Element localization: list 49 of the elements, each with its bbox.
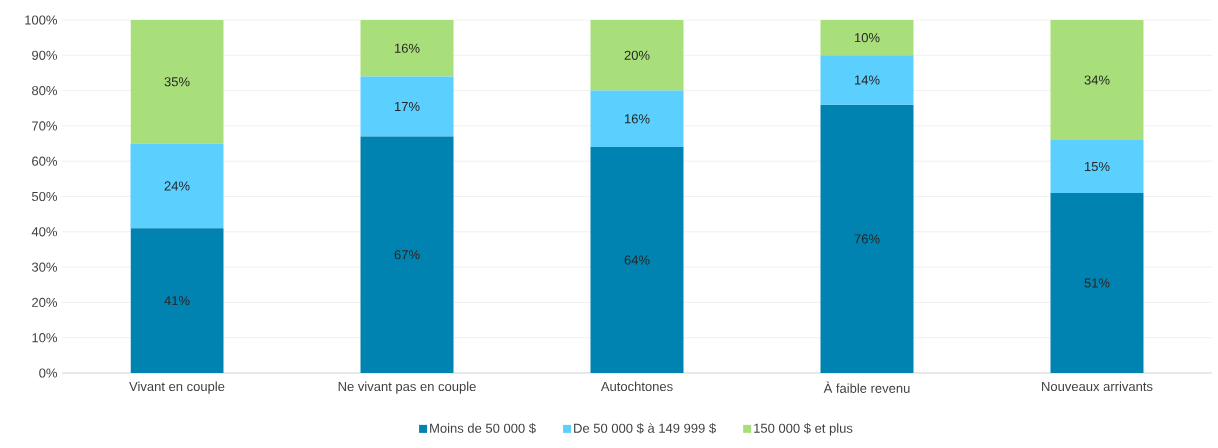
bar <box>820 55 914 105</box>
legend-label: Moins de 50 000 $ <box>430 423 536 434</box>
data-label: 16% <box>394 43 420 53</box>
data-label: 24% <box>164 181 190 191</box>
bar <box>360 20 454 77</box>
y-tick-label: 0% <box>39 368 58 378</box>
y-tick-label: 50% <box>31 191 58 202</box>
bar <box>1050 140 1144 193</box>
bar <box>590 147 684 373</box>
x-tick-label: Ne vivant pas en couple <box>338 381 476 394</box>
bar <box>360 136 454 373</box>
bar <box>130 143 224 229</box>
bar <box>130 20 224 144</box>
data-label: 16% <box>624 114 650 124</box>
bar <box>590 20 684 91</box>
y-tick-label: 30% <box>31 262 58 272</box>
data-label: 51% <box>1084 278 1110 288</box>
data-label: 67% <box>394 250 420 260</box>
bar <box>590 90 684 148</box>
data-label: 35% <box>164 77 190 87</box>
data-label: 34% <box>1084 75 1110 85</box>
data-label: 64% <box>624 255 650 265</box>
x-tick-label: Autochtones <box>600 381 673 392</box>
data-label: 10% <box>854 33 880 43</box>
data-label: 76% <box>854 234 880 244</box>
data-label: 41% <box>164 296 190 306</box>
bar <box>1050 192 1144 373</box>
y-tick-label: 60% <box>32 156 58 166</box>
x-tick-label: Vivant en couple <box>129 381 225 394</box>
legend-label: 150 000 $ et plus <box>754 423 853 436</box>
data-label: 20% <box>624 50 650 60</box>
y-tick-label: 40% <box>31 227 58 237</box>
y-tick-label: 10% <box>32 333 58 343</box>
y-tick-label: 70% <box>32 121 58 131</box>
bar <box>820 104 914 373</box>
y-tick-label: 100% <box>25 15 58 25</box>
x-tick-label: Nouveaux arrivants <box>1042 381 1153 392</box>
y-tick-label: 20% <box>32 297 58 307</box>
bar <box>360 76 454 137</box>
data-label: 17% <box>394 101 420 112</box>
bar <box>820 20 914 56</box>
data-label: 15% <box>1084 161 1110 172</box>
y-tick-label: 90% <box>32 50 58 60</box>
data-label: 14% <box>854 75 880 85</box>
y-tick-label: 80% <box>32 85 58 96</box>
legend-label: De 50 000 $ à 149 999 $ <box>574 423 716 434</box>
x-tick-label: À faible revenu <box>823 381 910 393</box>
bar <box>1050 20 1144 141</box>
bar <box>130 228 224 373</box>
